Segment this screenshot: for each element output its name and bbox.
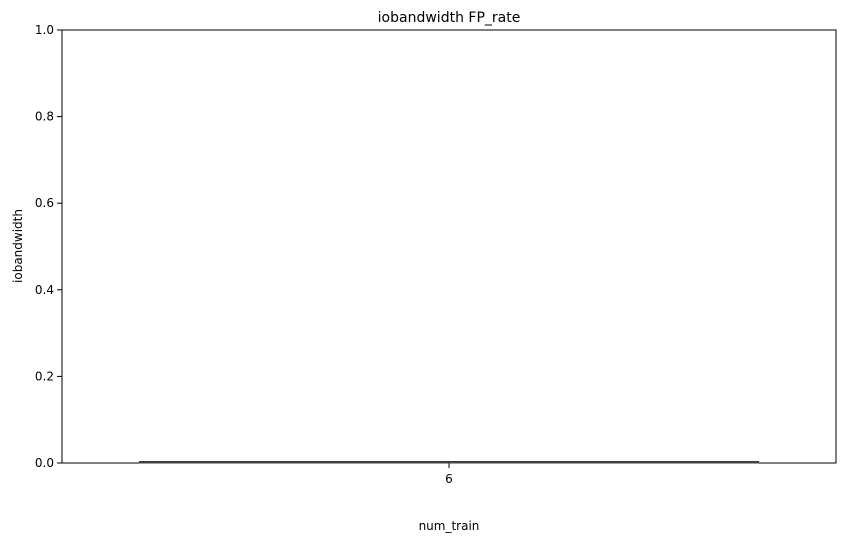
chart-title: iobandwidth FP_rate xyxy=(378,10,521,26)
y-tick-label: 0.4 xyxy=(35,283,54,297)
y-tick-label: 0.6 xyxy=(35,196,54,210)
y-tick-label: 0.8 xyxy=(35,110,54,124)
plot-area-frame xyxy=(61,29,837,464)
y-axis-ticks: 0.0 0.2 0.4 0.6 0.8 1.0 xyxy=(35,23,62,470)
bar xyxy=(138,461,760,464)
y-tick-label: 0.2 xyxy=(35,369,54,383)
x-tick-label: 6 xyxy=(445,472,453,486)
y-tick-label: 1.0 xyxy=(35,23,54,37)
y-tick-label: 0.0 xyxy=(35,456,54,470)
y-axis-label: iobandwidth xyxy=(11,209,25,283)
x-axis-label: num_train xyxy=(419,519,480,533)
bar-series xyxy=(138,461,760,464)
x-axis-ticks: 6 xyxy=(445,463,453,486)
